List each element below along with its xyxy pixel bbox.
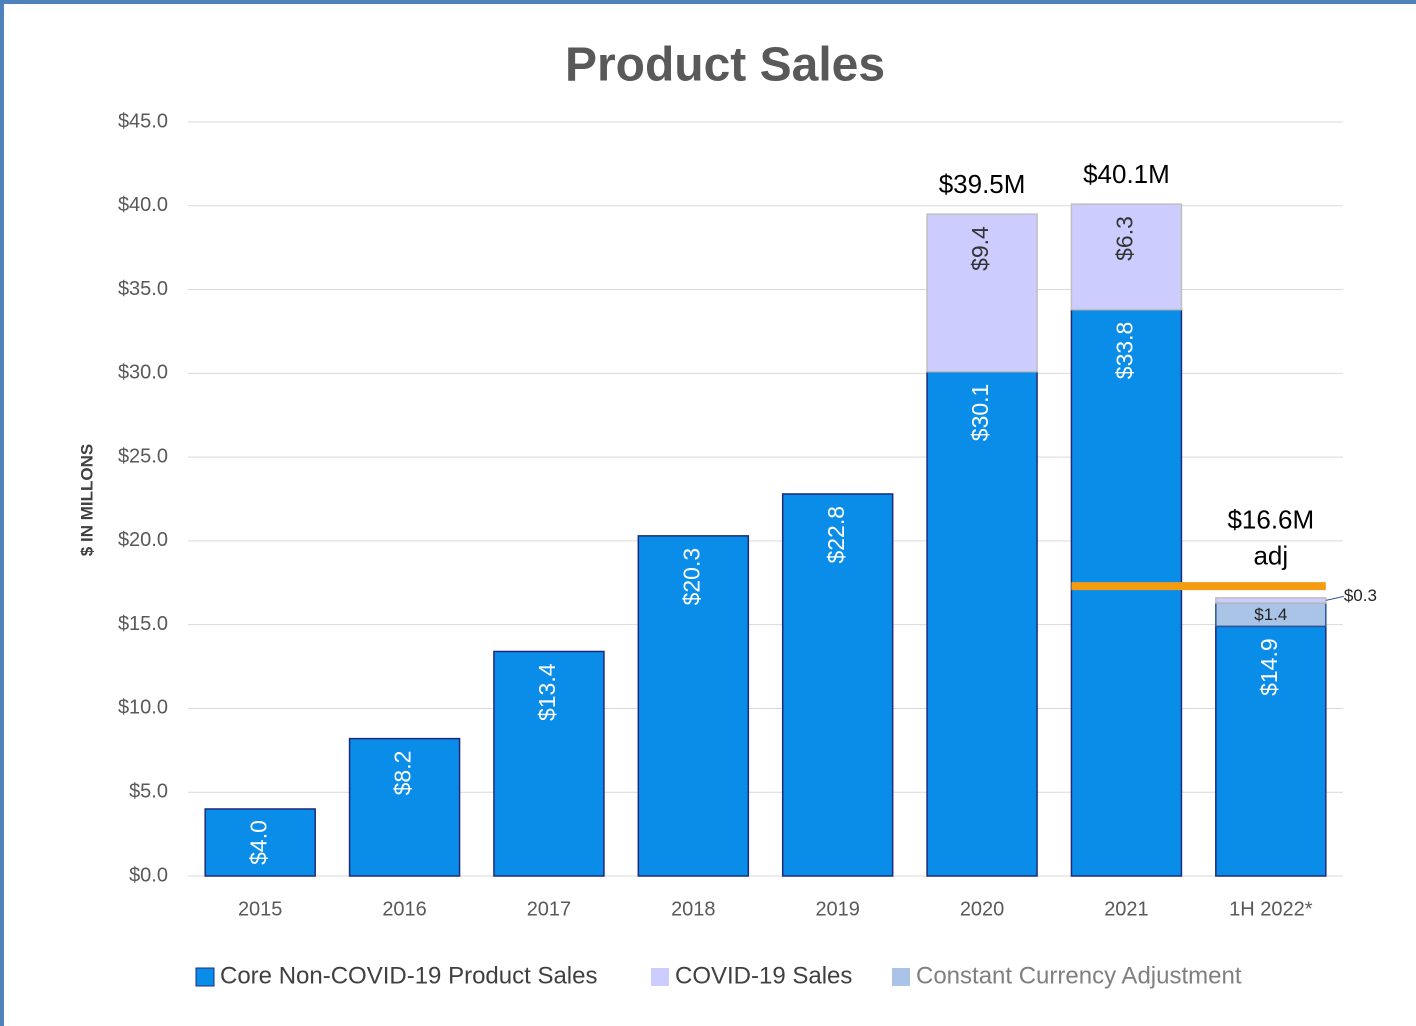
- legend-swatch: [651, 968, 669, 986]
- y-tick-label: $5.0: [129, 781, 168, 803]
- x-tick-label: 1H 2022*: [1229, 898, 1313, 920]
- y-axis-label: $ IN MILLONS: [77, 444, 96, 556]
- bar-segment: [1070, 203, 1183, 311]
- bar-segment: [204, 808, 316, 877]
- legend-swatch: [892, 968, 910, 986]
- bar-segment: [493, 650, 605, 877]
- value-label: $20.3: [678, 548, 704, 606]
- total-label: $16.6M: [1227, 505, 1314, 535]
- y-tick-label: $45.0: [118, 110, 168, 132]
- bar-segment: [637, 535, 750, 877]
- annotation: adj: [1253, 541, 1288, 571]
- bar-segment: [926, 370, 1038, 877]
- value-label: $30.1: [967, 384, 993, 442]
- legend-label: COVID-19 Sales: [675, 962, 852, 989]
- value-label: $9.4: [967, 226, 993, 271]
- legend-swatch: [195, 967, 215, 987]
- value-label: $14.9: [1256, 638, 1282, 696]
- x-tick-label: 2020: [960, 898, 1005, 920]
- value-label: $22.8: [823, 506, 849, 564]
- value-label: $13.4: [534, 663, 560, 721]
- x-tick-label: 2016: [382, 898, 427, 920]
- value-label: $4.0: [245, 820, 271, 865]
- y-tick-label: $15.0: [118, 613, 168, 635]
- value-label: $1.4: [1254, 605, 1287, 624]
- chart-title: Product Sales: [565, 39, 885, 92]
- value-label: $0.3: [1344, 586, 1377, 605]
- y-tick-label: $30.0: [118, 362, 168, 384]
- value-label: $6.3: [1112, 216, 1138, 261]
- bar-segment: [348, 737, 461, 877]
- bar-segment: [1215, 597, 1327, 604]
- x-tick-label: 2021: [1104, 898, 1149, 920]
- bar-segment: [1070, 308, 1183, 877]
- bar-segment: [781, 493, 894, 877]
- x-tick-label: 2019: [815, 898, 860, 920]
- bar-segment: [926, 213, 1038, 373]
- x-tick-label: 2017: [527, 898, 572, 920]
- y-tick-label: $40.0: [118, 194, 168, 216]
- value-label: $8.2: [390, 751, 416, 796]
- x-tick-label: 2015: [238, 898, 283, 920]
- value-label: $33.8: [1112, 322, 1138, 380]
- y-tick-label: $35.0: [118, 278, 168, 300]
- total-label: $40.1M: [1083, 159, 1170, 189]
- y-tick-label: $25.0: [118, 445, 168, 467]
- legend-label: Constant Currency Adjustment: [916, 962, 1242, 989]
- legend-label: Core Non-COVID-19 Product Sales: [220, 962, 597, 989]
- total-label: $39.5M: [939, 169, 1026, 199]
- y-tick-label: $10.0: [118, 697, 168, 719]
- x-tick-label: 2018: [671, 898, 716, 920]
- leader-line: [1325, 595, 1344, 601]
- y-tick-label: $0.0: [129, 864, 168, 886]
- y-tick-label: $20.0: [118, 529, 168, 551]
